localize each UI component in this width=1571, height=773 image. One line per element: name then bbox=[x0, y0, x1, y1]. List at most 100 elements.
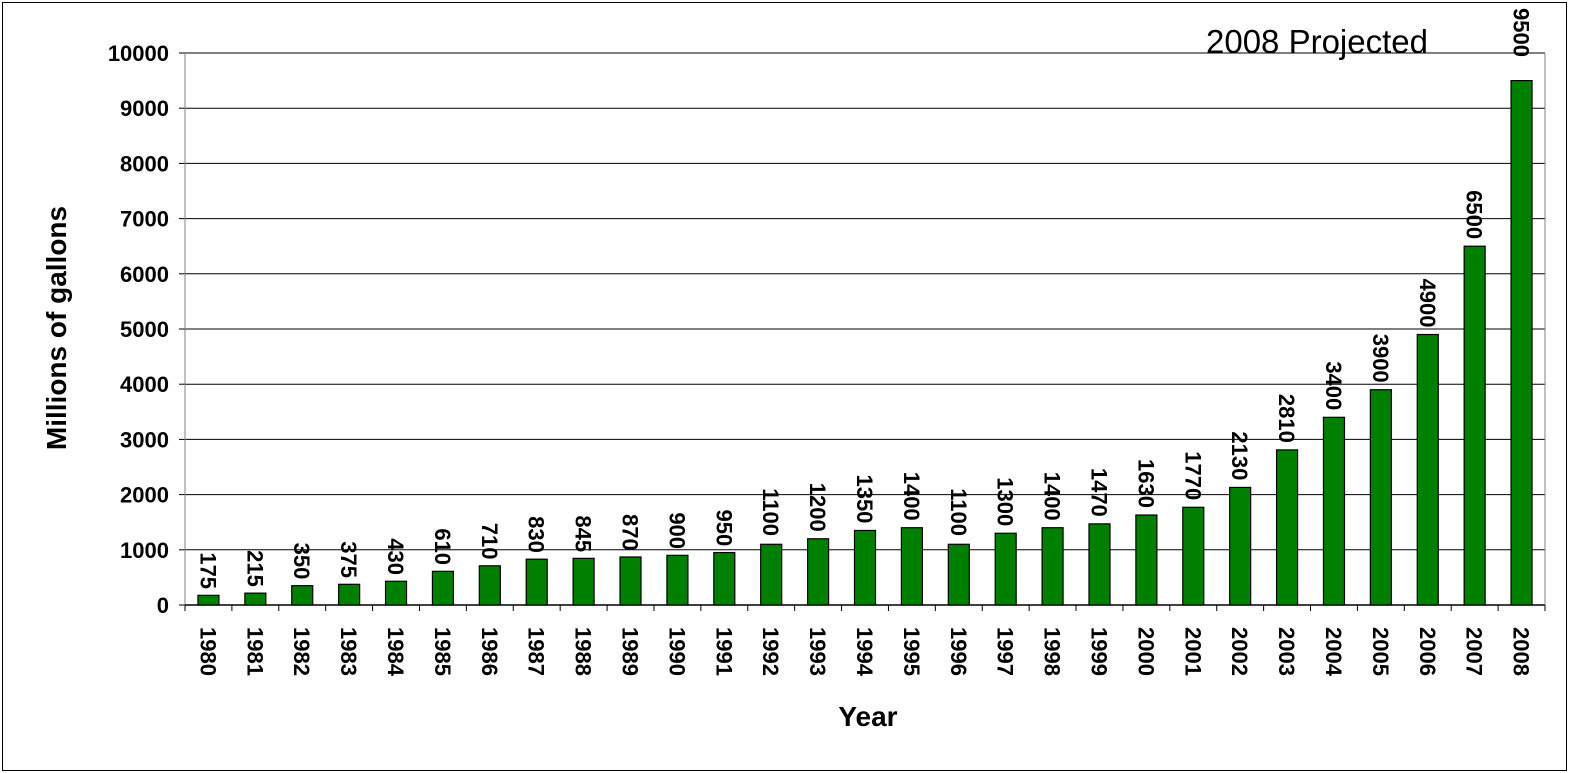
data-label: 900 bbox=[664, 512, 689, 549]
data-label: 6500 bbox=[1462, 190, 1487, 239]
data-label: 4900 bbox=[1415, 279, 1440, 328]
bar bbox=[1510, 79, 1533, 606]
x-tick-label: 1993 bbox=[805, 627, 830, 676]
x-tick-label: 1986 bbox=[477, 627, 502, 676]
x-tick-label: 1991 bbox=[711, 627, 736, 676]
gridlines bbox=[179, 52, 1546, 611]
bar bbox=[1275, 449, 1299, 606]
x-tick-label: 2002 bbox=[1227, 627, 1252, 676]
projection-annotation: 2008 Projected bbox=[1206, 23, 1428, 60]
x-tick-label: 2001 bbox=[1180, 627, 1205, 676]
data-label: 1200 bbox=[805, 483, 830, 532]
data-label: 950 bbox=[711, 510, 736, 547]
data-label: 350 bbox=[289, 543, 314, 580]
x-tick-label: 1980 bbox=[195, 627, 220, 676]
bar bbox=[197, 594, 220, 606]
data-label: 1630 bbox=[1133, 459, 1158, 508]
y-tick-label: 0 bbox=[157, 593, 169, 618]
bar bbox=[291, 585, 314, 606]
data-label: 1300 bbox=[993, 477, 1018, 526]
bar bbox=[994, 532, 1017, 606]
bar bbox=[478, 565, 501, 606]
x-tick-label: 1988 bbox=[571, 627, 596, 676]
x-tick-label: 2004 bbox=[1321, 627, 1346, 677]
data-label: 430 bbox=[383, 538, 408, 575]
data-label: 870 bbox=[618, 514, 643, 551]
y-tick-label: 5000 bbox=[120, 317, 169, 342]
x-tick-label: 1984 bbox=[383, 627, 408, 677]
y-tick-label: 10000 bbox=[108, 41, 169, 66]
bar bbox=[666, 554, 689, 606]
y-tick-label: 8000 bbox=[120, 151, 169, 176]
data-label: 710 bbox=[477, 523, 502, 560]
y-tick-labels: 0 1000 2000 3000 4000 5000 6000 7000 8000 9000 100… bbox=[108, 41, 169, 618]
bar bbox=[713, 551, 736, 606]
x-tick-label: 1989 bbox=[618, 627, 643, 676]
x-tick-label: 2005 bbox=[1368, 627, 1393, 676]
y-tick-label: 4000 bbox=[120, 372, 169, 397]
bar bbox=[1229, 486, 1252, 606]
x-tick-label: 1985 bbox=[430, 627, 455, 676]
bar bbox=[1416, 333, 1439, 606]
x-tick-label: 1997 bbox=[993, 627, 1018, 676]
x-tick-label: 2007 bbox=[1462, 627, 1487, 676]
bar bbox=[1041, 527, 1064, 606]
x-tick-label: 1983 bbox=[336, 627, 361, 676]
bar bbox=[1463, 245, 1486, 606]
x-tick-label: 1999 bbox=[1086, 627, 1111, 676]
y-tick-label: 3000 bbox=[120, 427, 169, 452]
data-label: 1470 bbox=[1086, 468, 1111, 517]
data-labels: 175 215 350 375 430 610 710 830 845 870 900 950 1100… bbox=[195, 8, 1533, 589]
x-tick-label: 1994 bbox=[852, 627, 877, 677]
data-label: 2130 bbox=[1227, 431, 1252, 480]
x-tick-label: 1996 bbox=[946, 627, 971, 676]
bar bbox=[807, 538, 830, 606]
bar bbox=[900, 527, 923, 606]
y-tick-label: 9000 bbox=[120, 96, 169, 121]
x-axis-label: Year bbox=[838, 701, 897, 732]
y-tick-label: 2000 bbox=[120, 483, 169, 508]
bar bbox=[1088, 523, 1111, 606]
y-tick-label: 1000 bbox=[120, 538, 169, 563]
x-tick-label: 1990 bbox=[664, 627, 689, 676]
data-label: 1350 bbox=[852, 474, 877, 523]
data-label: 3900 bbox=[1368, 334, 1393, 383]
x-tick-labels: 1980 1981 1982 1983 1984 1985 1986 1987 1988 1989… bbox=[195, 627, 1533, 677]
bar bbox=[525, 558, 548, 606]
x-tick-label: 1982 bbox=[289, 627, 314, 676]
bar bbox=[619, 556, 642, 606]
y-tick-label: 7000 bbox=[120, 207, 169, 232]
x-tick-label: 2006 bbox=[1415, 627, 1440, 676]
data-label: 1770 bbox=[1180, 451, 1205, 500]
data-label: 9500 bbox=[1509, 8, 1534, 57]
bar bbox=[1182, 506, 1205, 606]
x-tick-label: 1995 bbox=[899, 627, 924, 676]
bar bbox=[760, 543, 783, 606]
x-tick-label: 2000 bbox=[1133, 627, 1158, 676]
x-tick-label: 1981 bbox=[242, 627, 267, 676]
data-label: 3400 bbox=[1321, 361, 1346, 410]
bar bbox=[572, 557, 595, 606]
data-label: 1400 bbox=[899, 472, 924, 521]
x-tick-label: 1998 bbox=[1040, 627, 1065, 676]
data-label: 175 bbox=[195, 552, 220, 589]
bar bbox=[384, 580, 408, 606]
y-tick-label: 6000 bbox=[120, 262, 169, 287]
bar bbox=[853, 529, 877, 606]
data-label: 375 bbox=[336, 541, 361, 578]
data-label: 610 bbox=[430, 528, 455, 565]
data-label: 2810 bbox=[1274, 394, 1299, 443]
bars bbox=[197, 79, 1533, 606]
x-tick-label: 1992 bbox=[758, 627, 783, 676]
bar bbox=[1369, 389, 1392, 606]
bar bbox=[244, 592, 267, 606]
x-tick-label: 2008 bbox=[1509, 627, 1534, 676]
x-tick-label: 1987 bbox=[524, 627, 549, 676]
data-label: 845 bbox=[571, 515, 596, 552]
data-label: 1100 bbox=[946, 488, 971, 536]
data-label: 830 bbox=[524, 516, 549, 553]
y-axis-label: Millions of gallons bbox=[41, 206, 72, 450]
bar bbox=[338, 583, 361, 606]
